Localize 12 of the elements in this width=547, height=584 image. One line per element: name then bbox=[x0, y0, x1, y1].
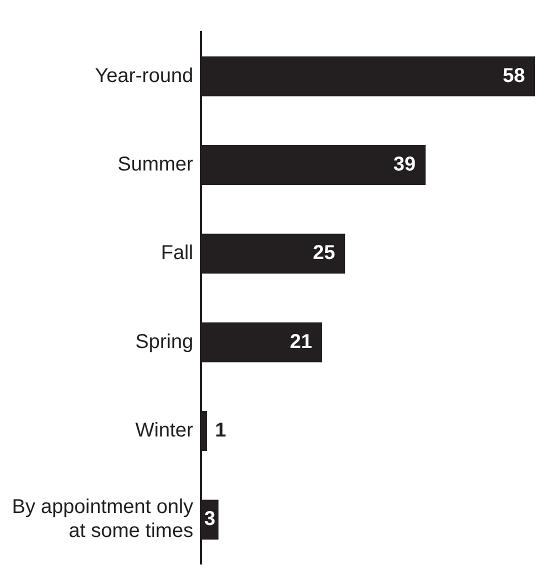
y-tick-label: Spring bbox=[135, 330, 194, 353]
data-label: 58 bbox=[502, 64, 525, 87]
y-tick-label: Fall bbox=[160, 242, 194, 264]
y-tick-label: Year-round bbox=[94, 64, 194, 87]
y-tick-label: Summer bbox=[118, 154, 194, 176]
y-tick-label: Winter bbox=[135, 420, 194, 442]
y-tick-label: By appointment only at some times bbox=[12, 496, 194, 542]
data-label: 1 bbox=[214, 420, 226, 442]
data-label: 25 bbox=[312, 242, 336, 264]
data-label: 21 bbox=[290, 330, 312, 353]
data-label: 3 bbox=[204, 508, 216, 530]
data-label: 39 bbox=[393, 154, 416, 176]
